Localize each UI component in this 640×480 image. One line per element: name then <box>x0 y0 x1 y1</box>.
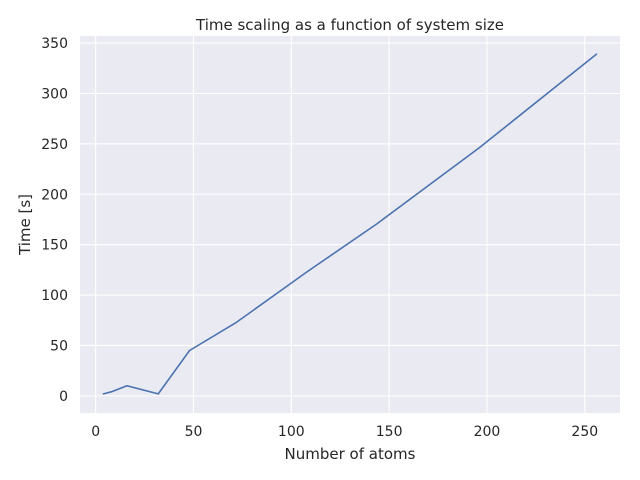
y-tick-labels: 0 50 100 150 200 250 300 350 <box>41 36 68 405</box>
series-line <box>102 53 598 395</box>
y-tick-label: 50 <box>50 338 68 354</box>
grid-lines <box>80 36 620 413</box>
y-tick-label: 200 <box>41 187 68 203</box>
y-tick-label: 250 <box>41 137 68 153</box>
x-tick-label: 200 <box>474 424 501 440</box>
y-tick-label: 150 <box>41 238 68 254</box>
x-tick-label: 0 <box>91 424 100 440</box>
y-tick-label: 300 <box>41 86 68 102</box>
x-axis-label: Number of atoms <box>285 445 416 463</box>
y-tick-label: 100 <box>41 288 68 304</box>
y-tick-label: 350 <box>41 36 68 52</box>
y-tick-label: 0 <box>59 389 68 405</box>
chart-title: Time scaling as a function of system siz… <box>195 16 504 34</box>
y-axis-label: Time [s] <box>16 194 34 256</box>
series-group <box>102 53 598 395</box>
x-tick-label: 100 <box>278 424 305 440</box>
x-tick-label: 250 <box>571 424 598 440</box>
plot-area <box>80 36 620 413</box>
x-tick-label: 50 <box>185 424 203 440</box>
x-tick-labels: 0 50 100 150 200 250 <box>91 424 598 440</box>
x-tick-label: 150 <box>376 424 403 440</box>
